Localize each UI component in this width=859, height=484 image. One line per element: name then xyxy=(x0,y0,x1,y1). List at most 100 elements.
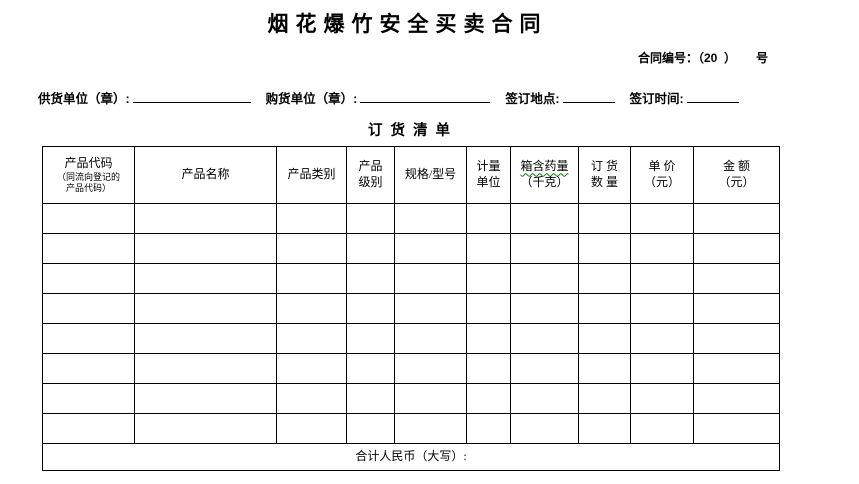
table-empty-row xyxy=(42,263,780,294)
empty-cell[interactable] xyxy=(466,413,511,444)
empty-cell[interactable] xyxy=(578,263,631,294)
empty-cell[interactable] xyxy=(346,353,395,384)
empty-cell[interactable] xyxy=(630,203,694,234)
empty-cell[interactable] xyxy=(394,233,467,264)
empty-cell[interactable] xyxy=(134,233,277,264)
empty-cell[interactable] xyxy=(466,353,511,384)
empty-cell[interactable] xyxy=(394,293,467,324)
empty-cell[interactable] xyxy=(466,233,511,264)
empty-cell[interactable] xyxy=(510,323,579,354)
empty-cell[interactable] xyxy=(42,233,135,264)
empty-cell[interactable] xyxy=(394,413,467,444)
empty-cell[interactable] xyxy=(466,383,511,414)
sign-time-fill-blank[interactable] xyxy=(686,89,739,103)
empty-cell[interactable] xyxy=(394,323,467,354)
empty-cell[interactable] xyxy=(276,233,347,264)
empty-cell[interactable] xyxy=(578,203,631,234)
col-header-order-quantity: 订 货 数 量 xyxy=(578,146,631,204)
empty-cell[interactable] xyxy=(42,383,135,414)
header-line: （元） xyxy=(643,175,680,189)
empty-cell[interactable] xyxy=(630,263,694,294)
header-line-spellcheck: 箱含药量 xyxy=(520,159,569,174)
supplier-fill-blank[interactable] xyxy=(132,89,251,103)
empty-cell[interactable] xyxy=(134,353,277,384)
empty-cell[interactable] xyxy=(693,353,780,384)
empty-cell[interactable] xyxy=(134,263,277,294)
buyer-fill-blank[interactable] xyxy=(360,89,491,103)
empty-cell[interactable] xyxy=(276,383,347,414)
empty-cell[interactable] xyxy=(693,263,780,294)
buyer-label: 购货单位（章）: xyxy=(265,92,358,106)
empty-cell[interactable] xyxy=(630,323,694,354)
empty-cell[interactable] xyxy=(466,323,511,354)
empty-cell[interactable] xyxy=(630,233,694,264)
empty-cell[interactable] xyxy=(510,233,579,264)
empty-cell[interactable] xyxy=(578,413,631,444)
header-line: 规格/型号 xyxy=(404,167,457,182)
empty-cell[interactable] xyxy=(134,293,277,324)
empty-cell[interactable] xyxy=(134,323,277,354)
empty-cell[interactable] xyxy=(276,323,347,354)
empty-cell[interactable] xyxy=(134,203,277,234)
col-header-spec-model: 规格/型号 xyxy=(394,146,467,204)
empty-cell[interactable] xyxy=(276,203,347,234)
empty-cell[interactable] xyxy=(394,203,467,234)
empty-cell[interactable] xyxy=(42,413,135,444)
empty-cell[interactable] xyxy=(42,293,135,324)
total-amount-in-words-cell[interactable]: 合计人民币（大写）: xyxy=(42,443,780,471)
empty-cell[interactable] xyxy=(693,383,780,414)
empty-cell[interactable] xyxy=(394,383,467,414)
empty-cell[interactable] xyxy=(693,413,780,444)
empty-cell[interactable] xyxy=(134,413,277,444)
empty-cell[interactable] xyxy=(346,293,395,324)
empty-cell[interactable] xyxy=(578,293,631,324)
empty-cell[interactable] xyxy=(346,233,395,264)
empty-cell[interactable] xyxy=(42,353,135,384)
empty-cell[interactable] xyxy=(276,353,347,384)
empty-cell[interactable] xyxy=(510,383,579,414)
empty-cell[interactable] xyxy=(510,263,579,294)
empty-cell[interactable] xyxy=(510,353,579,384)
empty-cell[interactable] xyxy=(578,383,631,414)
empty-cell[interactable] xyxy=(42,263,135,294)
empty-cell[interactable] xyxy=(466,293,511,324)
empty-cell[interactable] xyxy=(42,323,135,354)
empty-cell[interactable] xyxy=(578,323,631,354)
empty-cell[interactable] xyxy=(578,353,631,384)
empty-cell[interactable] xyxy=(578,233,631,264)
empty-cell[interactable] xyxy=(134,383,277,414)
empty-cell[interactable] xyxy=(394,353,467,384)
empty-cell[interactable] xyxy=(42,203,135,234)
col-header-powder-per-box: 箱含药量 （千克） xyxy=(510,146,579,204)
empty-cell[interactable] xyxy=(346,203,395,234)
empty-cell[interactable] xyxy=(510,203,579,234)
empty-cell[interactable] xyxy=(693,233,780,264)
col-header-product-name: 产品名称 xyxy=(134,146,277,204)
empty-cell[interactable] xyxy=(346,383,395,414)
empty-cell[interactable] xyxy=(693,203,780,234)
empty-cell[interactable] xyxy=(693,323,780,354)
col-header-amount: 金 额 （元） xyxy=(693,146,780,204)
empty-cell[interactable] xyxy=(510,413,579,444)
empty-cell[interactable] xyxy=(630,413,694,444)
supplier-label: 供货单位（章）: xyxy=(38,92,130,106)
empty-cell[interactable] xyxy=(346,263,395,294)
empty-cell[interactable] xyxy=(693,293,780,324)
table-empty-row xyxy=(42,413,780,444)
empty-cell[interactable] xyxy=(466,263,511,294)
empty-cell[interactable] xyxy=(346,413,395,444)
empty-cell[interactable] xyxy=(276,293,347,324)
empty-cell[interactable] xyxy=(276,413,347,444)
empty-cell[interactable] xyxy=(630,353,694,384)
empty-cell[interactable] xyxy=(630,293,694,324)
empty-cell[interactable] xyxy=(276,263,347,294)
empty-cell[interactable] xyxy=(346,323,395,354)
order-rows xyxy=(42,203,780,444)
header-subline: 产品代码） xyxy=(65,182,111,193)
empty-cell[interactable] xyxy=(466,203,511,234)
col-header-unit-price: 单 价 （元） xyxy=(630,146,694,204)
sign-place-fill-blank[interactable] xyxy=(562,89,615,103)
empty-cell[interactable] xyxy=(394,263,467,294)
empty-cell[interactable] xyxy=(510,293,579,324)
empty-cell[interactable] xyxy=(630,383,694,414)
